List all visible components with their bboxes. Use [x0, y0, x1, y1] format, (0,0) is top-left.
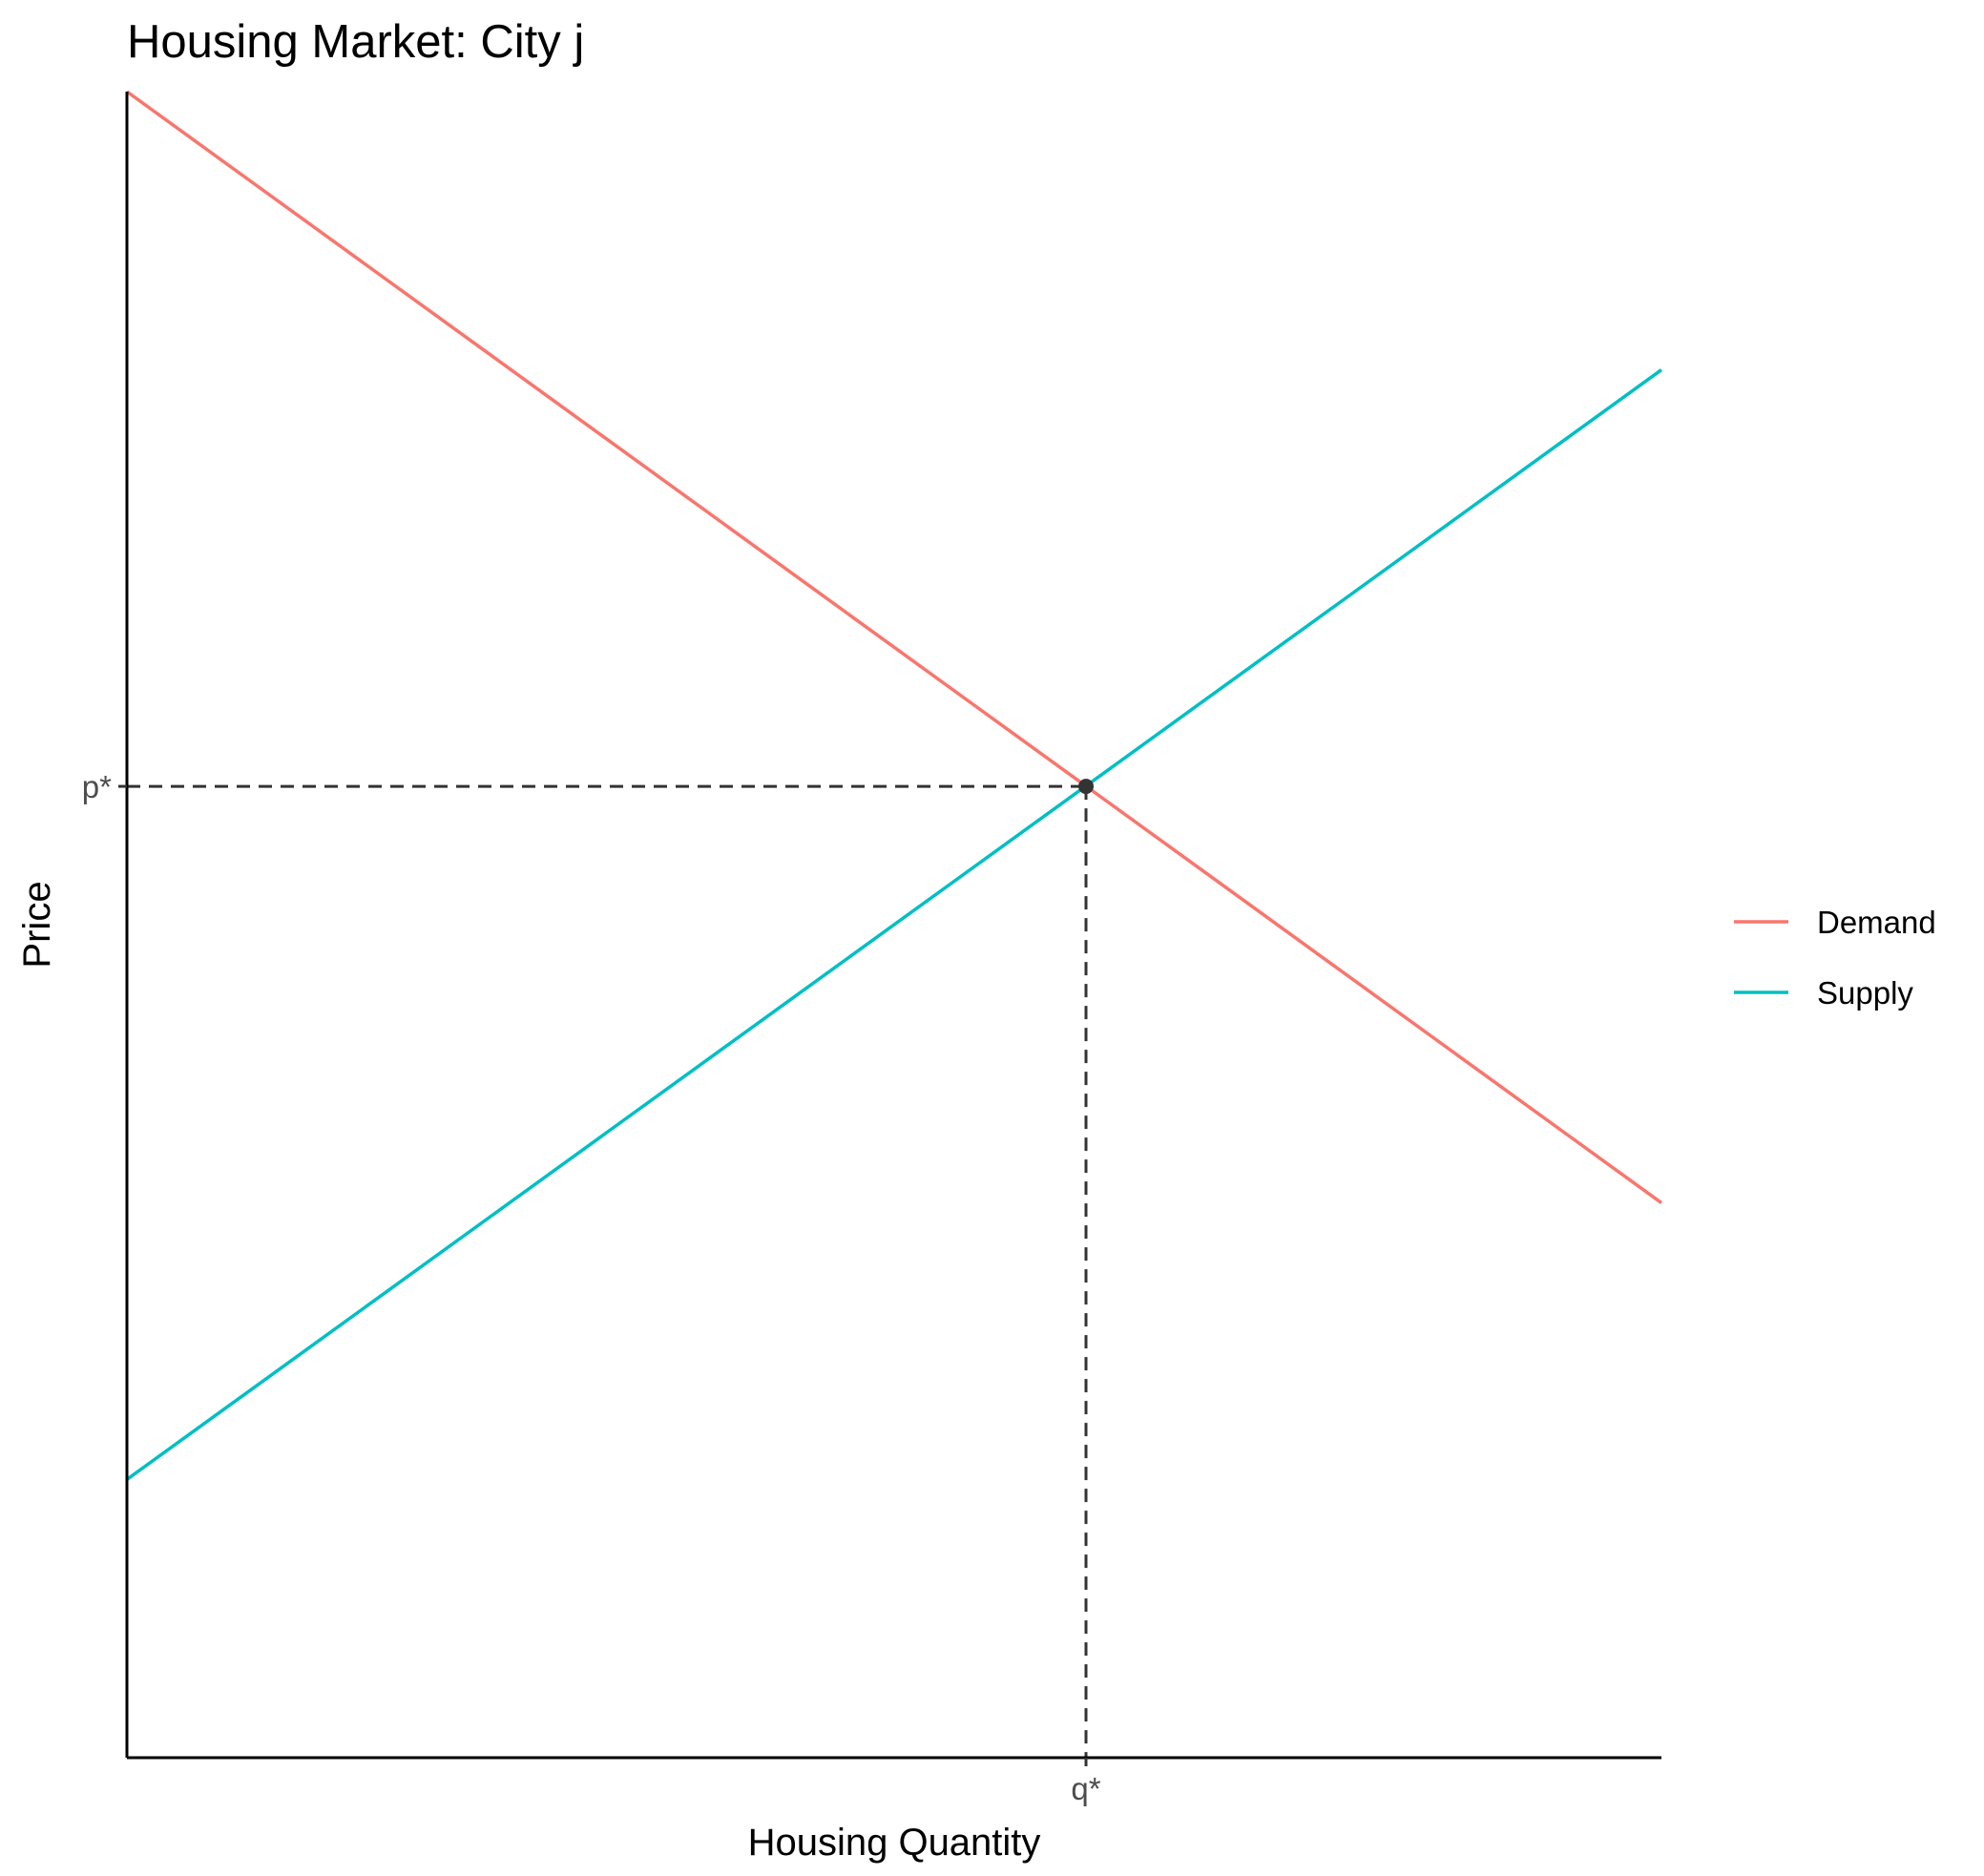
y-axis-label: Price: [16, 881, 58, 968]
legend: Demand Supply: [1734, 905, 1936, 1011]
x-tick-label: q*: [1071, 1771, 1100, 1806]
chart-title: Housing Market: City j: [127, 16, 584, 68]
plot-area: [125, 90, 1663, 1758]
legend-label-supply: Supply: [1817, 975, 1913, 1011]
axis-ticks: q* p*: [82, 769, 1101, 1806]
series-line-supply: [125, 368, 1663, 1481]
y-tick-label: p*: [82, 769, 112, 804]
legend-label-demand: Demand: [1817, 905, 1936, 940]
x-axis-label: Housing Quantity: [748, 1822, 1041, 1864]
series-line-demand: [125, 90, 1663, 1204]
equilibrium-point: [1078, 779, 1094, 795]
